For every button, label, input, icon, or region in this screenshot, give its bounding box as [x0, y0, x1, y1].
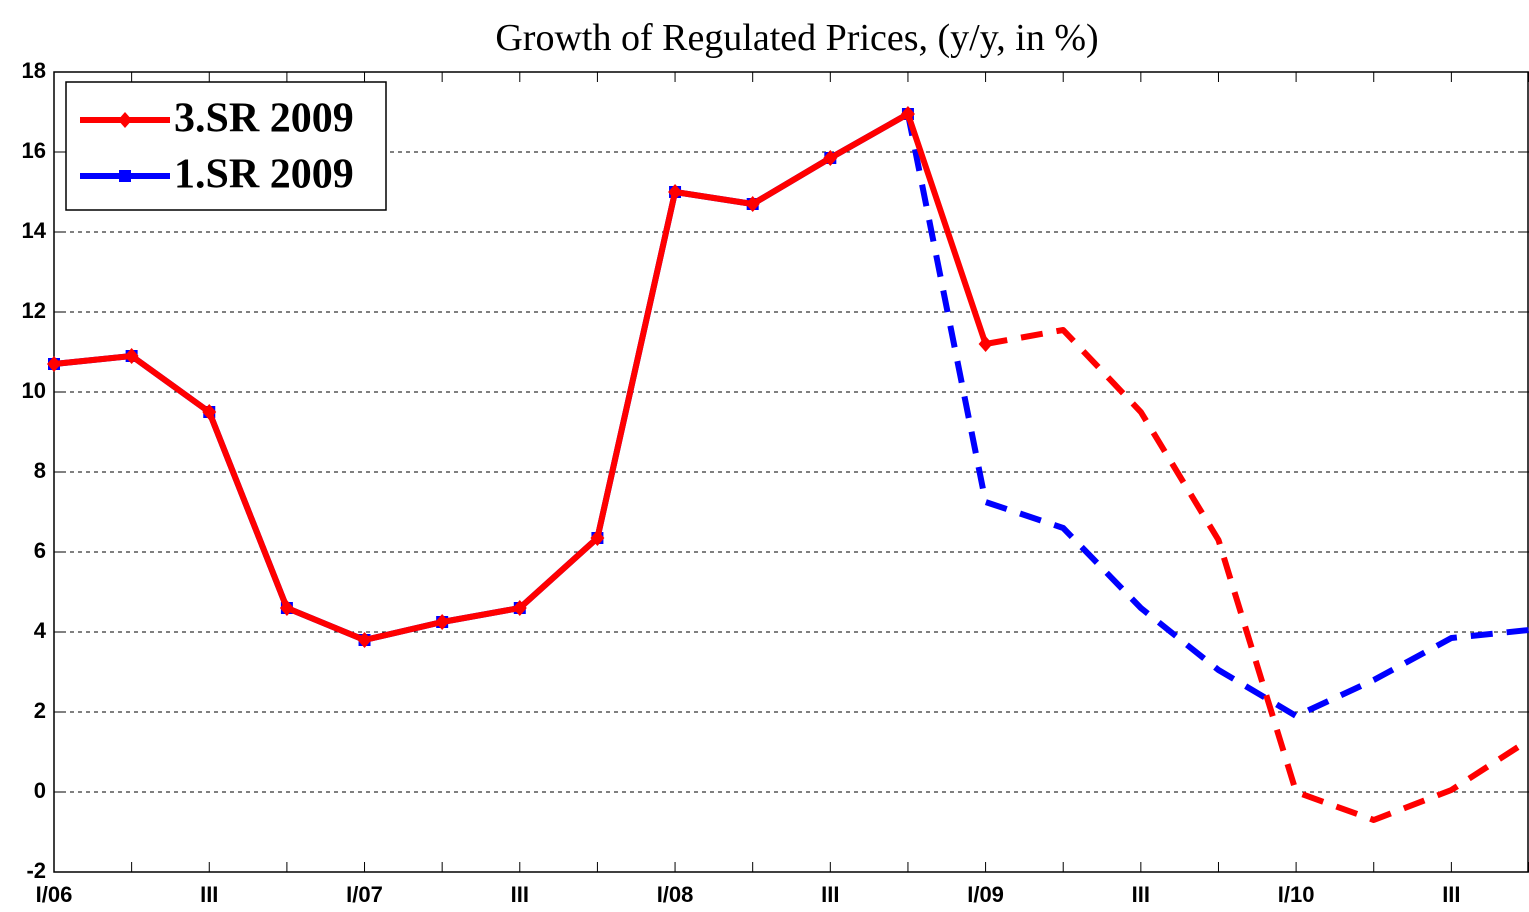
x-tick-label: III: [821, 882, 839, 907]
x-tick-label: I/06: [36, 882, 73, 907]
y-tick-label: 0: [34, 778, 46, 803]
plot-frame: [53, 71, 1529, 873]
marker: [823, 150, 838, 166]
chart-title: Growth of Regulated Prices, (y/y, in %): [495, 17, 1098, 59]
y-tick-label: 16: [22, 138, 46, 163]
marker: [512, 600, 527, 616]
legend-label: 3.SR 2009: [174, 96, 354, 142]
marker: [590, 530, 605, 546]
x-tick-label: I/10: [1278, 882, 1315, 907]
marker: [47, 356, 61, 372]
y-tick-label: 8: [34, 458, 46, 483]
y-tick-label: -2: [26, 858, 46, 883]
x-tick-label: III: [1442, 882, 1460, 907]
y-tick-label: 10: [22, 378, 46, 403]
marker: [357, 632, 372, 648]
x-tick-label: III: [200, 882, 218, 907]
marker: [978, 336, 993, 352]
y-tick-label: 14: [22, 218, 47, 243]
y-tick-label: 12: [22, 298, 46, 323]
legend-marker: [118, 112, 132, 128]
legend-label: 1.SR 2009: [174, 152, 354, 198]
marker: [668, 184, 683, 200]
y-tick-label: 2: [34, 698, 46, 723]
marker: [900, 106, 915, 122]
x-tick-label: I/08: [657, 882, 694, 907]
forecast-line: [905, 113, 1529, 719]
x-tick-label: III: [511, 882, 529, 907]
marker: [745, 196, 760, 212]
forecast-line: [985, 327, 1529, 823]
y-tick-label: 4: [34, 618, 47, 643]
marker: [279, 600, 294, 616]
legend-marker: [119, 170, 131, 182]
marker: [435, 614, 450, 630]
legend-box: [65, 81, 387, 211]
x-tick-label: III: [1132, 882, 1150, 907]
marker: [124, 348, 139, 364]
x-tick-label: I/09: [967, 882, 1004, 907]
y-tick-label: 18: [22, 58, 46, 83]
marker: [202, 404, 217, 420]
x-tick-label: I/07: [346, 882, 383, 907]
y-tick-label: 6: [34, 538, 46, 563]
